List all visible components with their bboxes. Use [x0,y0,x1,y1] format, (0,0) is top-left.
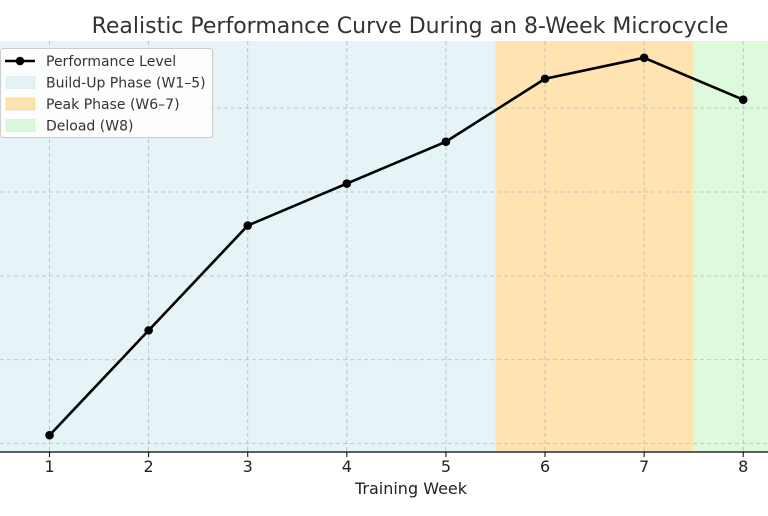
legend-box [0,48,213,138]
data-point [639,53,649,63]
legend-label-performance: Performance Level [46,54,176,70]
x-tick-label: 2 [144,457,154,476]
legend-swatch-marker [15,56,25,66]
data-point [738,95,748,105]
phase-band-2 [495,41,694,452]
x-tick-label: 6 [540,457,550,476]
phase-band-3 [693,41,768,452]
x-tick-label: 1 [44,457,54,476]
data-point [243,221,253,230]
x-axis-label: Training Week [354,479,468,498]
data-point [441,137,451,146]
series-line-performance [48,56,744,437]
x-tick-label: 5 [441,457,451,476]
legend-label-phase-1: Build-Up Phase (W1–5) [46,76,206,92]
data-point [540,74,550,84]
legend: Performance Level Build-Up Phase (W1–5) Pe… [0,48,213,138]
data-point [342,179,352,188]
legend-label-phase-2: Peak Phase (W6–7) [46,97,180,113]
series-layer [45,53,748,440]
data-point [45,430,54,440]
legend-swatch-phase-3 [5,119,36,132]
x-tick-label: 3 [243,457,253,476]
data-point [144,326,153,335]
x-tick-label: 8 [738,457,748,476]
chart-title: Realistic Performance Curve During an 8-… [92,14,729,39]
x-tick-label: 4 [342,457,352,476]
legend-swatch-phase-2 [5,97,36,111]
legend-label-phase-3: Deload (W8) [46,119,133,135]
axes: 1 2 3 4 5 6 7 8 [0,451,768,476]
legend-swatch-phase-1 [5,76,36,89]
grid [0,41,768,452]
x-tick-label: 7 [639,457,649,476]
phase-bands [0,41,768,452]
